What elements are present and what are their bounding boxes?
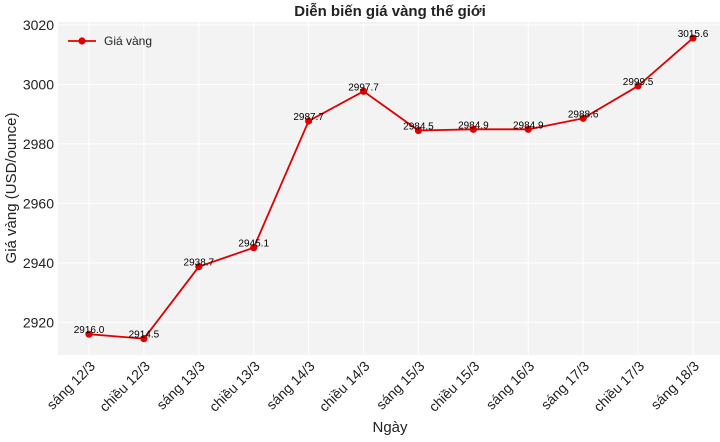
series-line-gia-vang: [88, 37, 694, 340]
y-tick-label: 3020: [23, 17, 54, 33]
plot-area: [58, 22, 720, 355]
x-tick-label: sáng 16/3: [483, 358, 538, 413]
x-tick-label: chiều 14/3: [316, 358, 373, 415]
data-point: [634, 82, 642, 90]
data-label: 2945.1: [238, 239, 269, 250]
legend-label: Giá vàng: [104, 34, 152, 48]
y-tick-label: 2940: [23, 255, 54, 271]
data-label: 2984.9: [458, 120, 489, 131]
data-label: 2916.0: [74, 325, 105, 336]
x-tick-label: sáng 14/3: [263, 358, 318, 413]
x-tick-label: chiều 17/3: [590, 358, 647, 415]
x-axis-label: Ngày: [372, 419, 408, 436]
data-label: 2984.5: [403, 122, 434, 133]
data-point: [524, 125, 532, 133]
data-label: 2997.7: [348, 82, 379, 93]
chart-title: Diễn biến giá vàng thế giới: [294, 3, 486, 20]
data-point: [579, 114, 587, 122]
data-point: [250, 244, 258, 252]
data-label: 2938.7: [184, 258, 215, 269]
x-tick-label: sáng 17/3: [538, 358, 593, 413]
data-label: 3015.6: [678, 29, 709, 40]
data-point: [195, 263, 203, 271]
y-tick-label: 2960: [23, 195, 54, 211]
x-tick-label: chiều 15/3: [425, 358, 482, 415]
y-axis-label: Giá vàng (USD/ounce): [3, 113, 20, 264]
x-tick-label: sáng 13/3: [153, 358, 208, 413]
x-tick-label: chiều 13/3: [206, 358, 263, 415]
x-tick-label: sáng 15/3: [373, 358, 428, 413]
data-label: 2999.5: [623, 77, 654, 88]
data-point: [414, 126, 423, 135]
x-tick-label: sáng 12/3: [43, 358, 98, 413]
y-axis-ticks: 2920 2940 2960 2980 3000 3020: [23, 17, 54, 330]
series-layer: 2916.0 2914.5 2938.7 2945.1 2987.7 2997.7 2984…: [74, 29, 709, 343]
grid-lines: [58, 22, 720, 355]
data-point: [305, 117, 313, 125]
legend: Giá vàng: [68, 34, 152, 48]
data-label: 2988.6: [568, 109, 599, 120]
y-tick-label: 3000: [23, 76, 54, 92]
y-tick-label: 2980: [23, 136, 54, 152]
data-point: [689, 34, 697, 42]
y-tick-label: 2920: [23, 314, 54, 330]
legend-marker: [78, 37, 86, 45]
data-point: [140, 335, 148, 343]
data-point: [469, 125, 477, 133]
data-point: [85, 330, 93, 338]
x-tick-label: sáng 18/3: [647, 358, 702, 413]
data-point: [359, 87, 368, 95]
data-label: 2984.9: [513, 120, 544, 131]
x-tick-label: chiều 12/3: [96, 358, 153, 415]
data-label: 2914.5: [129, 330, 160, 341]
data-label: 2987.7: [293, 112, 324, 123]
